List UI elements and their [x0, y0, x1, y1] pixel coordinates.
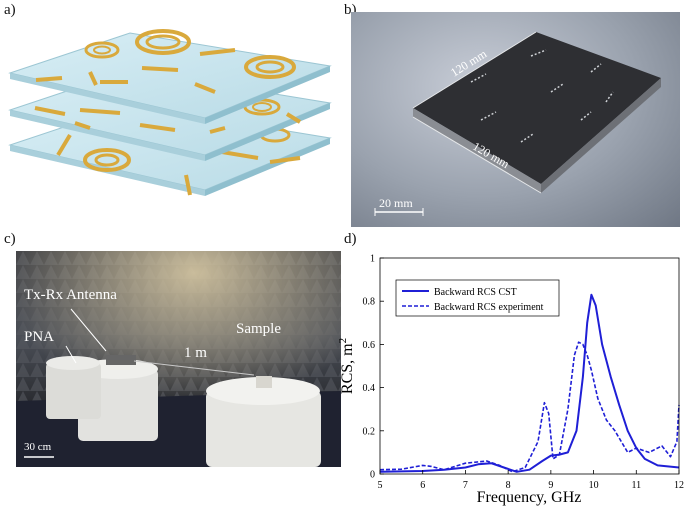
sample-label: Sample [236, 321, 281, 337]
panel-label-a: a) [4, 2, 16, 18]
distance-label: 1 m [184, 345, 207, 361]
sheet-top [8, 29, 332, 124]
plot-frame [379, 257, 680, 475]
x-tick-label: 5 [378, 480, 383, 491]
y-tick-label: 0.4 [363, 383, 376, 394]
antenna-label: Tx-Rx Antenna [24, 287, 117, 303]
pna-label: PNA [24, 329, 55, 345]
y-tick-label: 0.8 [363, 297, 376, 308]
layered-sheets-illustration [8, 29, 332, 196]
y-tick-label: 1 [370, 254, 375, 265]
y-tick-label: 0 [370, 470, 375, 481]
rcs-chart: 5 6 7 8 9 10 11 12 0 0.2 0.4 0.6 0.8 1 Frequency, GHz… [337, 254, 684, 507]
legend-box [395, 279, 560, 317]
anechoic-chamber-photo: Tx-Rx Antenna PNA Sample 1 m 30 cm [16, 251, 341, 467]
legend-label-cst: Backward RCS CST [434, 287, 517, 298]
legend: Backward RCS CST Backward RCS experiment [395, 279, 560, 317]
panel-label-d: d) [344, 231, 357, 247]
y-axis-label-sup: 2 [337, 338, 349, 344]
y-tick-label: 0.6 [363, 340, 376, 351]
x-tick-label: 6 [420, 480, 425, 491]
x-tick-label: 8 [506, 480, 511, 491]
legend-label-experiment: Backward RCS experiment [434, 302, 544, 313]
sample-photo: 120 mm 120 mm 20 mm [351, 12, 680, 227]
y-tick-label: 0.2 [363, 426, 376, 437]
x-tick-label: 11 [631, 480, 641, 491]
scale-bar-label-c: 30 cm [24, 441, 52, 453]
x-axis-label: Frequency, GHz [477, 489, 582, 506]
scale-bar-label: 20 mm [379, 196, 413, 210]
x-tick-label: 10 [589, 480, 599, 491]
y-axis-label: RCS, m2 [337, 338, 356, 394]
series-line-cst [379, 293, 680, 473]
x-tick-label: 9 [548, 480, 553, 491]
panel-label-c: c) [4, 231, 16, 247]
series-line-experiment [379, 341, 680, 473]
y-axis-label-text: RCS, m [339, 343, 356, 394]
x-tick-label: 12 [674, 480, 684, 491]
x-tick-label: 7 [463, 480, 468, 491]
